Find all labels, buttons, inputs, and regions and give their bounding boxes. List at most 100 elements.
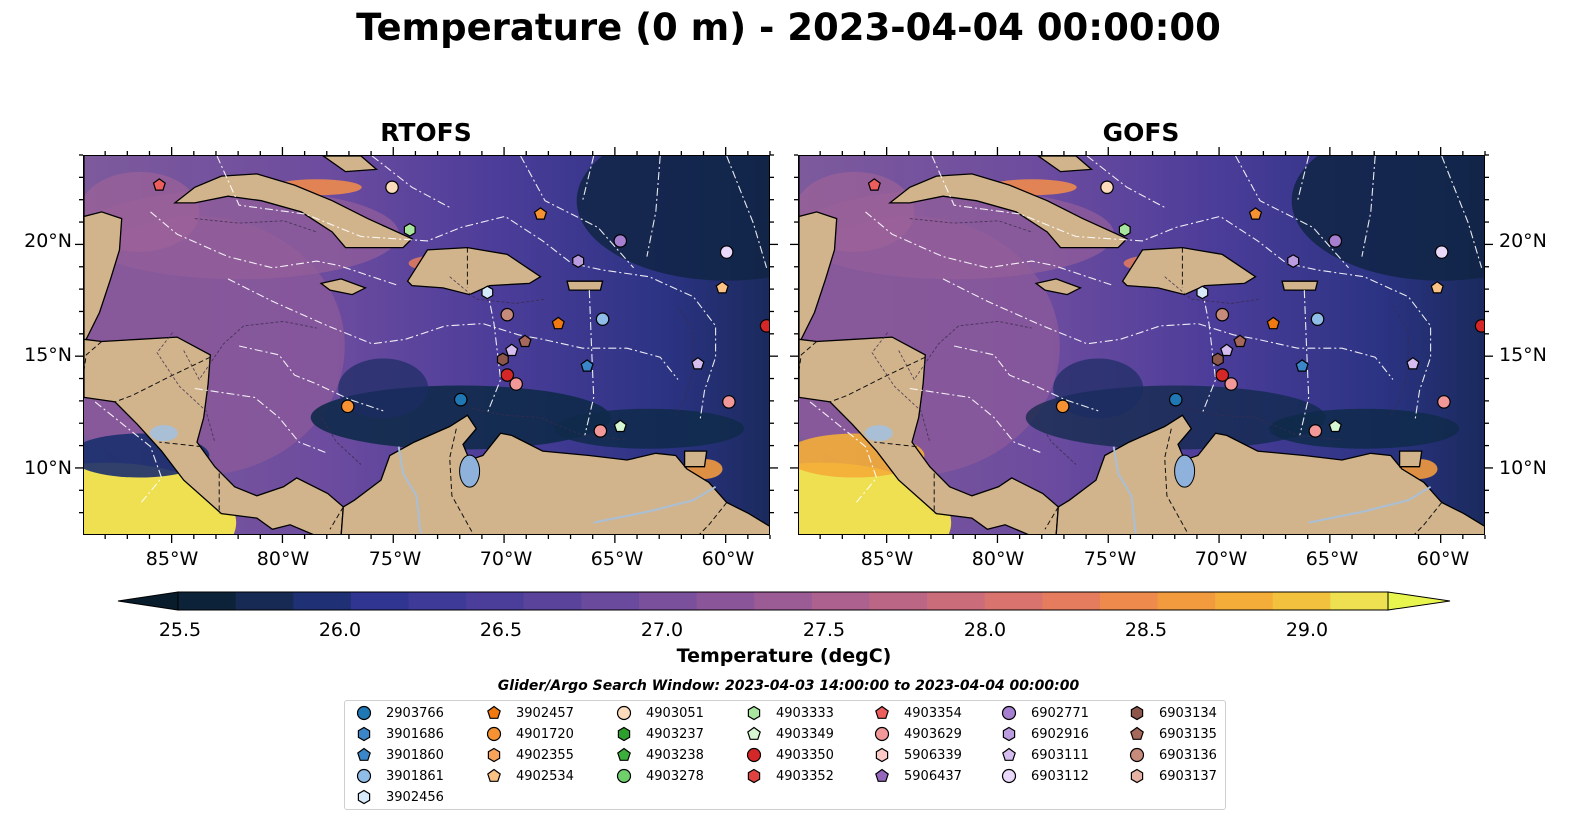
rtofs-map <box>83 155 770 535</box>
x-tick-label-75w-right: 75°W <box>1083 548 1137 570</box>
colorbar-segment <box>1042 592 1101 610</box>
colorbar-segment <box>178 592 237 610</box>
float-marker <box>1100 180 1114 195</box>
float-marker <box>572 254 585 268</box>
legend-entry-label: 6903134 <box>1159 705 1217 721</box>
hexagon-marker-icon <box>747 705 761 721</box>
float-marker <box>613 419 627 433</box>
float-marker <box>496 352 509 367</box>
legend-entry: 4903354 <box>873 703 962 723</box>
legend-entry: 4903349 <box>745 724 834 744</box>
y-tick-label-15n-right: 15°N <box>1499 344 1547 366</box>
float-marker <box>1308 424 1323 438</box>
legend-entry: 4902355 <box>485 745 574 765</box>
legend-entry: 4901720 <box>485 724 574 744</box>
colorbar-tick-label: 26.0 <box>318 619 362 641</box>
circle-marker-icon <box>1001 705 1017 721</box>
legend-entry: 6903137 <box>1128 766 1217 786</box>
float-marker <box>613 234 628 248</box>
search-window-caption: Glider/Argo Search Window: 2023-04-03 14… <box>497 678 1080 694</box>
float-marker <box>1168 392 1183 407</box>
float-marker <box>385 180 399 195</box>
float-marker <box>500 307 515 322</box>
gofs-map <box>798 155 1485 535</box>
circle-marker-icon <box>616 768 632 784</box>
pentagon-marker-icon <box>875 768 889 782</box>
legend-entry-label: 6902916 <box>1031 726 1089 742</box>
circle-marker-icon <box>486 726 502 742</box>
legend-entry: 6903136 <box>1128 745 1217 765</box>
colorbar-segment <box>1330 592 1389 610</box>
colorbar-tick-label: 28.5 <box>1124 619 1168 641</box>
float-marker <box>719 245 734 259</box>
colorbar-segment <box>638 592 698 610</box>
legend-entry-label: 6903112 <box>1031 768 1089 784</box>
float-marker <box>759 319 769 333</box>
rtofs-map-canvas <box>84 156 769 534</box>
legend-entry: 3901860 <box>355 745 444 765</box>
legend-entry-label: 4903278 <box>646 768 704 784</box>
float-marker <box>1055 399 1070 414</box>
legend-entry-label: 4903238 <box>646 747 704 763</box>
x-tick-label-60w-left: 60°W <box>701 548 755 570</box>
legend-entry: 5906339 <box>873 745 962 765</box>
colorbar-segment <box>1099 592 1159 610</box>
colorbar-segment <box>581 592 640 610</box>
y-tick-label-20n-right: 20°N <box>1499 230 1547 252</box>
hexagon-marker-icon <box>1130 705 1144 721</box>
colorbar-label: Temperature (degC) <box>676 645 892 667</box>
legend-entry-label: 3902456 <box>386 789 444 805</box>
legend-entry-label: 4903350 <box>776 747 834 763</box>
hexagon-marker-icon <box>487 747 501 763</box>
colorbar-tick-label: 25.5 <box>158 619 202 641</box>
x-tick-label-75w-left: 75°W <box>368 548 422 570</box>
colorbar-segment <box>984 592 1043 610</box>
float-marker <box>593 424 608 438</box>
float-marker <box>691 356 705 370</box>
float-marker <box>1248 207 1263 220</box>
float-marker <box>518 334 532 348</box>
colorbar-segment <box>754 592 813 610</box>
colorbar-segment <box>1215 592 1274 610</box>
legend-entry: 6903135 <box>1128 724 1217 744</box>
circle-marker-icon <box>746 747 762 763</box>
legend-entry: 6903112 <box>1000 766 1089 786</box>
legend-entry: 4903278 <box>615 766 704 786</box>
colorbar-segment <box>927 592 986 610</box>
float-marker <box>1328 419 1342 433</box>
colorbar <box>117 591 1451 611</box>
x-tick-label-70w-right: 70°W <box>1194 548 1248 570</box>
legend-entry-label: 4901720 <box>516 726 574 742</box>
legend-entry-label: 5906339 <box>904 747 962 763</box>
colorbar-extend-under <box>117 591 179 611</box>
float-marker <box>500 368 515 382</box>
legend-entry: 4903352 <box>745 766 834 786</box>
pentagon-marker-icon <box>1130 726 1144 740</box>
legend-entry: 4903350 <box>745 745 834 765</box>
y-tick-label-10n-left: 10°N <box>24 457 72 479</box>
float-marker <box>1220 343 1234 357</box>
legend-entry: 4903238 <box>615 745 704 765</box>
legend-entry: 2903766 <box>355 703 444 723</box>
legend-entry-label: 4903051 <box>646 705 704 721</box>
legend-entry-label: 6903137 <box>1159 768 1217 784</box>
colorbar-tick-label: 29.0 <box>1285 619 1329 641</box>
pentagon-marker-icon <box>357 747 371 761</box>
legend-entry: 3901861 <box>355 766 444 786</box>
legend-entry-label: 3901686 <box>386 726 444 742</box>
float-marker <box>1233 334 1247 348</box>
legend-entry: 6902916 <box>1000 724 1089 744</box>
float-marker <box>1474 319 1484 333</box>
float-marker <box>1287 254 1300 268</box>
hexagon-marker-icon <box>875 747 889 763</box>
legend-entry-label: 5906437 <box>904 768 962 784</box>
legend-entry-label: 6903136 <box>1159 747 1217 763</box>
colorbar-segment <box>1157 592 1216 610</box>
circle-marker-icon <box>616 705 632 721</box>
float-marker <box>595 312 610 326</box>
figure-title: Temperature (0 m) - 2023-04-04 00:00:00 <box>356 6 1221 49</box>
float-marker <box>505 343 519 357</box>
float-marker <box>1406 356 1420 370</box>
pentagon-marker-icon <box>747 726 761 740</box>
float-marker <box>1437 395 1451 409</box>
